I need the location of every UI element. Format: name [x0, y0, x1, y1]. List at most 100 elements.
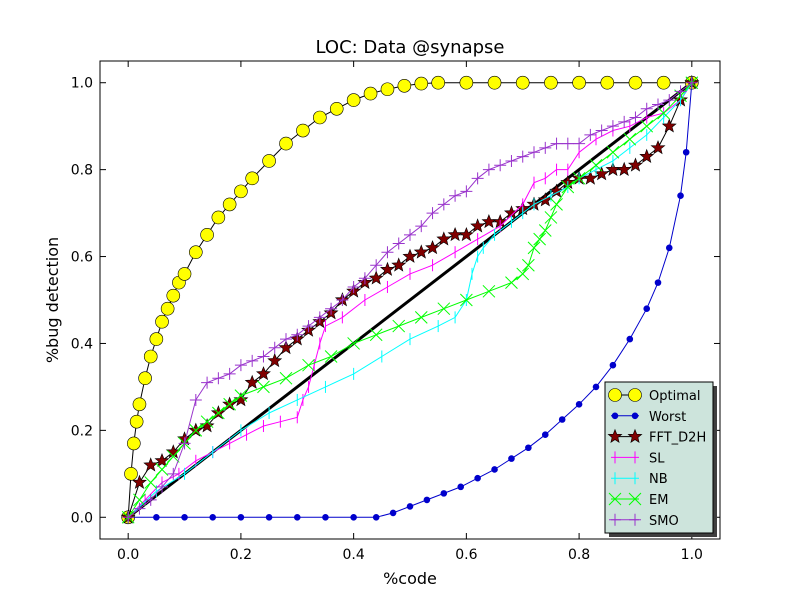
- data-point-optimal: [166, 288, 181, 303]
- data-point-smo: [223, 367, 236, 380]
- legend-marker-smo: [629, 513, 641, 526]
- data-point-optimal: [155, 314, 169, 329]
- data-point-worst: [440, 490, 448, 497]
- data-point-worst: [525, 444, 532, 452]
- data-point-smo: [437, 198, 450, 211]
- data-point-fft-d2h: [256, 366, 271, 381]
- data-point-em: [606, 145, 620, 159]
- data-point-worst: [153, 513, 160, 521]
- data-point-smo: [550, 137, 563, 150]
- y-tick-label: 0.2: [71, 423, 93, 439]
- data-point-em: [516, 267, 530, 281]
- data-point-fft-d2h: [278, 339, 294, 355]
- data-point-em: [657, 106, 670, 120]
- data-point-fft-d2h: [458, 226, 474, 242]
- data-point-smo: [460, 185, 473, 198]
- data-point-fft-d2h: [379, 261, 395, 276]
- data-point-fft-d2h: [627, 157, 643, 172]
- data-point-smo: [629, 111, 642, 124]
- data-point-em: [533, 232, 546, 246]
- data-point-worst: [626, 335, 634, 343]
- data-point-worst: [181, 513, 188, 521]
- data-point-smo: [268, 341, 281, 354]
- data-point-worst: [491, 466, 498, 473]
- legend-marker-em: [628, 492, 642, 506]
- data-point-fft-d2h: [594, 166, 610, 181]
- data-point-em: [324, 350, 338, 363]
- data-point-smo: [392, 237, 405, 250]
- data-point-fft-d2h: [233, 392, 249, 407]
- data-point-smo: [528, 146, 540, 159]
- y-tick-label: 0.4: [71, 336, 93, 352]
- data-point-smo: [494, 159, 507, 172]
- data-point-worst: [643, 305, 651, 312]
- series-smo: [122, 76, 698, 524]
- legend-marker-smo: [609, 513, 621, 526]
- data-point-worst: [677, 192, 684, 200]
- data-point-worst: [508, 455, 515, 462]
- data-point-em: [212, 406, 225, 420]
- legend-label-smo: SMO: [649, 514, 679, 529]
- data-point-optimal: [279, 136, 293, 151]
- data-point-worst: [423, 496, 431, 504]
- data-point-smo: [178, 437, 191, 450]
- data-point-em: [234, 389, 248, 402]
- data-point-smo: [144, 493, 157, 506]
- series-em: [121, 76, 699, 524]
- data-point-optimal: [245, 171, 259, 186]
- data-point-fft-d2h: [639, 148, 655, 163]
- data-point-optimal: [544, 75, 558, 90]
- data-point-optimal: [200, 228, 214, 242]
- data-point-smo: [212, 372, 225, 385]
- x-tick-label: 0.4: [343, 547, 365, 563]
- data-point-smo: [404, 228, 416, 241]
- data-point-smo: [313, 311, 326, 324]
- data-point-fft-d2h: [537, 192, 553, 207]
- x-tick-label: 1.0: [681, 547, 703, 563]
- data-point-worst: [237, 513, 245, 521]
- data-point-fft-d2h: [143, 457, 159, 472]
- data-point-smo: [246, 354, 259, 367]
- data-point-em: [155, 463, 169, 476]
- legend: Optimal Worst FFT_D2H SL NB EM SMO: [604, 381, 717, 537]
- data-point-smo: [561, 137, 574, 150]
- data-point-smo: [201, 376, 214, 389]
- data-point-optimal: [363, 86, 378, 101]
- data-point-optimal: [431, 75, 445, 90]
- data-point-optimal: [459, 75, 474, 90]
- data-point-em: [166, 450, 180, 463]
- data-point-optimal: [296, 123, 310, 138]
- data-point-smo: [471, 172, 484, 185]
- data-point-optimal: [124, 467, 138, 481]
- x-tick-label: 0.6: [455, 547, 477, 563]
- data-point-smo: [573, 137, 586, 150]
- data-point-smo: [133, 502, 146, 515]
- legend-marker-fft-d2h: [607, 428, 623, 443]
- data-point-smo: [426, 207, 439, 220]
- data-point-em: [522, 258, 535, 272]
- data-point-optimal: [487, 75, 502, 90]
- data-point-em: [144, 476, 158, 489]
- data-point-worst: [389, 509, 397, 517]
- data-point-worst: [541, 431, 549, 439]
- data-point-em: [189, 424, 203, 437]
- data-point-em: [572, 171, 586, 185]
- data-point-smo: [674, 85, 687, 98]
- data-point-em: [437, 302, 451, 316]
- data-point-fft-d2h: [368, 270, 384, 285]
- data-point-optimal: [329, 102, 344, 116]
- data-point-worst: [372, 513, 380, 521]
- data-point-optimal: [189, 245, 203, 259]
- plot-area: 0.0 0.0 0.2 0.2 0.4 0.4 0.6 0.6 0.8 0.8 1.0 1.0: [71, 60, 721, 563]
- y-tick-label: 0.6: [71, 250, 93, 266]
- data-point-em: [392, 319, 406, 333]
- data-point-optimal: [380, 82, 395, 97]
- data-point-smo: [347, 280, 360, 293]
- data-point-smo: [257, 350, 270, 363]
- x-axis-label: %code: [383, 569, 437, 588]
- legend-marker-em: [608, 492, 622, 506]
- data-point-smo: [167, 467, 180, 480]
- data-point-optimal: [656, 75, 671, 90]
- data-point-worst: [406, 503, 414, 510]
- data-point-smo: [381, 246, 394, 259]
